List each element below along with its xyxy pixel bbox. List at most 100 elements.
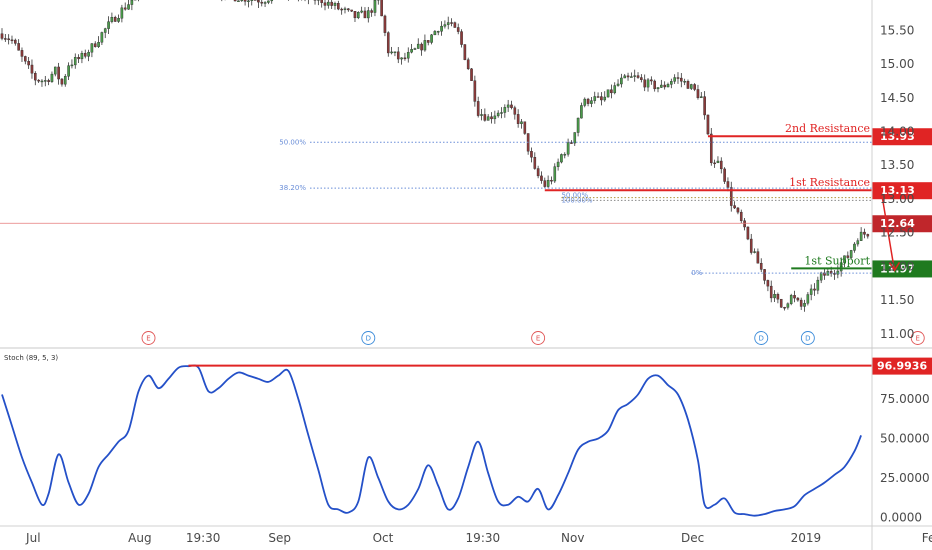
candle-body [833,273,836,275]
candle-body [53,66,57,75]
event-marker-letter: E [916,335,920,343]
candle-body [846,255,850,258]
candle-body [250,0,254,1]
candle-body [350,9,353,12]
candle-body [476,101,480,116]
candle-body [859,231,863,241]
candle-body [803,303,806,307]
event-marker[interactable] [361,331,376,345]
event-marker[interactable] [910,331,925,345]
candle-body [403,57,407,60]
candle-body [413,48,417,50]
candle-body [703,96,706,116]
candle-body [260,1,264,4]
candle-body [829,271,833,274]
candle-body [93,43,97,47]
event-marker[interactable] [531,331,546,345]
level-badge [872,260,932,278]
event-marker-letter: D [759,335,764,343]
candle-body [340,8,343,11]
candle-body [550,179,553,182]
candle-body [556,161,560,167]
candle-body [700,96,703,99]
candle-body [17,43,20,51]
candle-body [713,162,716,165]
candle-body [723,168,726,182]
candle-body [520,121,523,124]
candle-body [353,11,357,19]
candle-body [756,251,760,264]
candle-body [423,40,427,51]
current-price-label: 12.64 [880,217,915,230]
candle-body [50,73,54,82]
time-tick-label: Sep [268,531,291,545]
candle-body [327,1,330,6]
candle-body [267,0,270,3]
candle-body [513,107,517,115]
candle-body [636,75,640,78]
candle-body [367,10,370,19]
candle-body [726,181,730,188]
candle-body [396,51,400,60]
candle-body [466,59,470,70]
candle-body [406,51,410,59]
candle-body [610,89,613,94]
candle-body [503,107,507,113]
candle-body [103,28,107,33]
candle-body [500,112,503,114]
candle-body [7,38,10,41]
candle-body [809,288,813,295]
candle-body [460,31,463,45]
stochastic-pane[interactable]: Stoch (89, 5, 3) 75.0000 50.0000 25.0000 0.0… [1,354,932,524]
event-marker-letter: D [805,335,810,343]
stochastic-line [1,364,862,517]
candle-body [83,52,87,57]
event-marker[interactable] [800,331,815,345]
candle-body [34,73,37,81]
candle-body [426,40,430,43]
candle-body [10,39,14,42]
time-tick-label: 2019 [791,531,822,545]
level-badge-label: 11.97 [880,262,915,275]
candle-body [333,3,337,6]
level-name: 1st Support [804,254,870,267]
candle-body [709,133,713,164]
candle-body [693,84,696,90]
candle-body [753,251,756,253]
candle-body [343,8,347,10]
event-marker[interactable] [754,331,769,345]
candle-body [390,51,393,54]
candle-body [816,279,820,291]
candle-body [540,175,543,181]
candle-body [620,77,623,85]
candle-body [100,32,104,43]
candle-body [580,105,583,119]
event-marker[interactable] [141,331,156,345]
candle-body [20,50,24,57]
event-marker-letter: E [536,335,540,343]
candle-body [749,238,753,253]
time-tick-label: Jul [25,531,40,545]
overlays: 50.00%38.20%50.00%100.00%0%2nd Resistanc… [0,122,932,345]
candle-body [853,243,856,251]
candle-body [446,22,450,25]
candle-body [337,3,340,10]
candle-body [496,112,500,117]
candle-body [586,98,590,104]
candle-body [530,151,533,158]
candle-body [410,49,413,53]
candle-body [546,179,550,187]
candle-body [660,84,663,88]
candle-body [473,80,477,102]
candle-body [240,0,244,1]
candle-body [120,7,124,19]
candle-body [759,263,763,270]
candle-body [739,211,743,221]
stoch-level-label: 96.9936 [877,360,927,373]
candle-body [0,33,4,39]
candle-body [769,285,773,299]
price-tick-label: 15.00 [880,57,914,71]
candle-body [626,75,630,78]
